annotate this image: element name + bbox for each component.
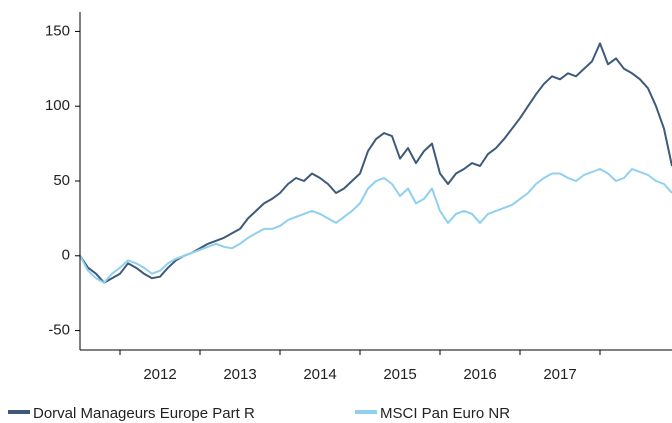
y-tick-label: 150 <box>45 22 70 39</box>
data-line <box>79 42 672 284</box>
y-tick-label: 0 <box>62 247 70 264</box>
y-tick-label: 50 <box>53 172 70 189</box>
data-line <box>79 168 672 284</box>
legend-label: Dorval Manageurs Europe Part R <box>33 405 255 422</box>
y-tick-label: 100 <box>45 97 70 114</box>
x-tick-label: 2017 <box>543 366 576 383</box>
x-tick-label: 2015 <box>383 366 416 383</box>
x-tick-label: 2013 <box>223 366 256 383</box>
legend-label: MSCI Pan Euro NR <box>380 405 510 422</box>
x-tick-label: 2014 <box>303 366 336 383</box>
y-tick-label: -50 <box>48 322 70 339</box>
x-tick-label: 2012 <box>143 366 176 383</box>
x-tick-label: 2016 <box>463 366 496 383</box>
